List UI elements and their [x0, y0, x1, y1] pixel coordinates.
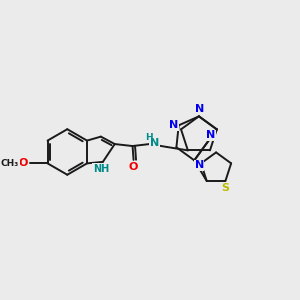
Text: O: O: [18, 158, 28, 168]
Text: N: N: [195, 160, 204, 170]
Text: CH₃: CH₃: [1, 159, 19, 168]
Text: NH: NH: [93, 164, 109, 174]
Text: N: N: [150, 138, 159, 148]
Text: N: N: [206, 130, 215, 140]
Text: H: H: [146, 133, 153, 142]
Text: S: S: [221, 183, 230, 193]
Text: O: O: [129, 162, 138, 172]
Text: N: N: [169, 120, 179, 130]
Text: N: N: [195, 104, 205, 114]
